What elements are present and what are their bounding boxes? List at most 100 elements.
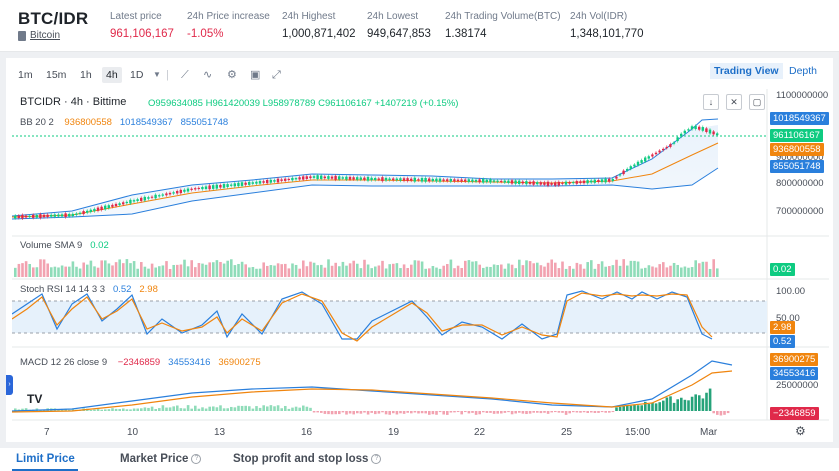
fullscreen-icon[interactable]: ⤢ [272,69,281,81]
macd-histogram-bar [266,406,269,411]
volume-bar [233,265,237,277]
x-tick: 25 [561,427,573,438]
volume-bar [86,264,89,277]
volume-bar [96,267,100,277]
volume-bar [312,262,316,277]
chart-card [6,58,833,442]
chevron-down-icon[interactable]: ▼ [153,70,161,79]
volume-bar [438,268,442,277]
volume-bar [676,264,679,277]
macd-histogram-bar [14,408,17,411]
bollinger-lower-band [12,167,719,220]
macd-histogram-bar [597,411,600,413]
macd-histogram-bar [543,411,546,413]
macd-histogram-bar [633,404,636,411]
tab-market-price[interactable]: Market Price? [120,453,202,465]
tab-trading-view[interactable]: Trading View [710,63,783,79]
macd-histogram-bar [96,408,100,411]
macd-histogram-bar [532,411,535,413]
macd-histogram-bar [683,399,687,411]
volume-bar [654,267,658,277]
draw-line-icon[interactable]: ⟋ [181,69,189,81]
coin-info-link[interactable]: Bitcoin [30,30,61,41]
macd-histogram-bar [705,392,708,411]
macd-histogram-bar [176,405,179,411]
macd-histogram-bar [392,411,395,414]
candlestick-chart[interactable] [12,89,829,442]
volume-legend: Volume SMA 9 0.02 [20,240,109,251]
volume-bar [626,265,629,277]
stoch-rsi-pane [12,290,767,342]
volume-bar [492,264,496,277]
volume-bar [53,266,57,277]
macd-histogram-bar [550,411,553,413]
volume-bar [640,268,643,277]
macd-histogram-bar [690,396,694,411]
macd-histogram-bar [161,405,165,411]
macd-histogram-bar [456,411,460,413]
volume-bar [219,261,222,277]
macd-histogram-bar [701,398,705,411]
volume-bar [564,268,568,277]
stoch-d-line [12,292,713,342]
macd-histogram-bar [518,411,521,413]
volume-bar [503,268,507,277]
x-tick: Mar [700,427,718,438]
interval-15m[interactable]: 15m [46,69,67,81]
collapse-icon[interactable]: ✕ [726,94,742,110]
tab-limit-price[interactable]: Limit Price [16,453,75,465]
tab-stop-profit-loss[interactable]: Stop profit and stop loss? [233,453,382,465]
volume-bar [644,267,647,277]
volume-bar [32,267,35,277]
macd-histogram-bar [122,408,125,411]
volume-bar [323,267,327,277]
macd-histogram-bar [546,411,550,414]
stat-24h-volume-btc: 24h Trading Volume(BTC) 1.38174 [445,11,561,40]
interval-1h[interactable]: 1h [80,69,92,81]
macd-histogram-bar [338,411,341,415]
scroll-down-icon[interactable]: ↓ [703,94,719,110]
volume-bar [334,262,337,277]
bb-middle-tag: 936800558 [770,143,824,156]
volume-bar [716,268,719,277]
expand-panel-icon[interactable]: › [6,375,13,395]
tab-depth[interactable]: Depth [789,65,818,77]
chart-settings-gear-icon[interactable]: ⚙ [795,424,806,438]
indicator-icon[interactable]: ∿ [203,69,213,81]
bollinger-band-fill [12,125,718,219]
macd-histogram-bar [582,411,586,413]
macd-histogram-bar [446,411,449,415]
macd-histogram-bar [716,411,719,415]
macd-histogram-bar [500,411,503,414]
macd-histogram-bar [302,405,305,411]
volume-bar [374,266,377,277]
volume-bar [194,267,197,277]
volume-bar [176,264,179,277]
volume-bar [456,265,460,277]
interval-1d[interactable]: 1D [130,69,144,81]
save-icon[interactable]: ▣ [250,69,261,81]
settings-gear-icon[interactable]: ⚙ [227,69,237,81]
interval-1m[interactable]: 1m [18,69,33,81]
volume-bar [107,263,111,277]
interval-4h[interactable]: 4h [102,67,122,83]
volume-bar [521,265,525,277]
macd-histogram-bar [482,411,485,413]
macd-histogram-bar [352,411,355,415]
maximize-icon[interactable]: ▢ [749,94,765,110]
macd-histogram-bar [125,409,129,411]
volume-bar [82,262,85,277]
active-tab-underline [12,469,78,471]
stoch-legend: Stoch RSI 14 14 3 3 0.52 2.98 [20,284,158,295]
volume-bar [629,260,633,277]
volume-bar [345,265,348,277]
macd-histogram-bar [399,411,402,414]
macd-histogram-bar [669,396,672,411]
macd-histogram-bar [460,411,463,415]
macd-histogram-bar [525,411,528,415]
stoch-tick: 100.00 [776,286,806,297]
volume-bar [136,268,139,277]
volume-bar [280,264,283,277]
divider: | [166,69,169,81]
stoch-tick: 50.00 [776,313,800,324]
